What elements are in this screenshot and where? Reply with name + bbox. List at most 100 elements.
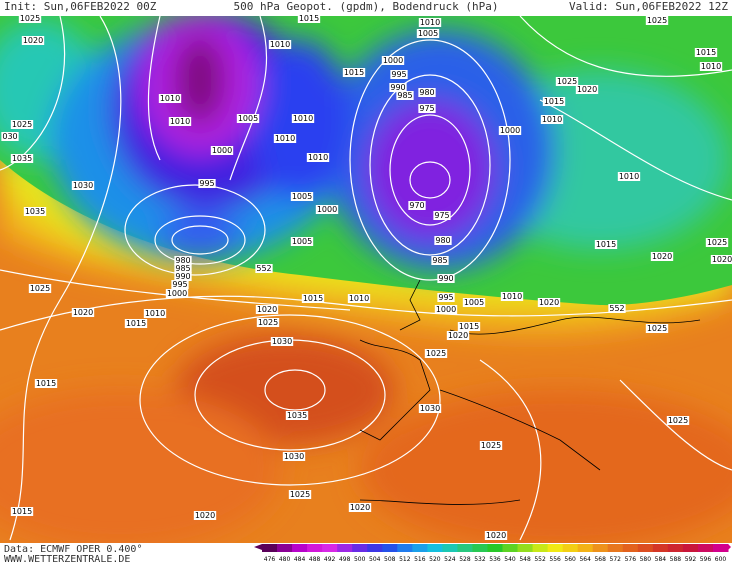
- isobar-label-bg: [408, 201, 426, 210]
- isobar-label-bg: [28, 284, 52, 293]
- isobar-label-bg: [433, 211, 451, 220]
- colorbar-swatch: [652, 544, 669, 552]
- isobar-label-bg: [236, 114, 260, 123]
- isobar-label-bg: [710, 255, 732, 264]
- colorbar-label: 484: [294, 556, 306, 563]
- isobar-label-bg: [396, 91, 414, 100]
- valid-label: Valid: Sun,06FEB2022 12Z: [569, 0, 728, 13]
- isobar-label: 1020: [486, 531, 506, 540]
- colorbar-swatch: [337, 544, 353, 552]
- isobar-label: 1025: [668, 416, 688, 425]
- isobar-label-bg: [389, 83, 407, 92]
- isobar-label: 1020: [23, 36, 43, 45]
- isobar-label: 1005: [238, 114, 258, 123]
- field: [0, 16, 732, 543]
- colorbar-label: 492: [324, 556, 336, 563]
- isobar-label-bg: [434, 305, 458, 314]
- isobar-label: 1025: [290, 490, 310, 499]
- colorbar-swatch: [712, 544, 729, 552]
- isobar-label: 980: [419, 88, 434, 97]
- isobar-label: 1015: [303, 294, 323, 303]
- isobar-label: 030: [2, 132, 17, 141]
- coastlines: [359, 279, 701, 505]
- isobar-label-bg: [174, 272, 192, 281]
- isobar-label: 1020: [195, 511, 215, 520]
- isobar-label-bg: [10, 507, 34, 516]
- isobar-label: 1015: [36, 379, 56, 388]
- isobar-label: 1015: [459, 322, 479, 331]
- isobar-label-bg: [301, 294, 325, 303]
- colorbar-label: 540: [504, 556, 516, 563]
- isobar-label-bg: [71, 308, 95, 317]
- isobar-label: 995: [438, 293, 453, 302]
- colorbar-label: 524: [444, 556, 456, 563]
- isobar-label: 1015: [12, 507, 32, 516]
- isobar-label: 1010: [275, 134, 295, 143]
- isobar-label-bg: [158, 94, 182, 103]
- isobar-label: 1025: [258, 318, 278, 327]
- isobar-label-bg: [270, 337, 294, 346]
- isobar-label-bg: [285, 411, 309, 420]
- isobar-label: 1020: [712, 255, 732, 264]
- colorbar-swatch: [697, 544, 714, 552]
- isobar-label-bg: [255, 305, 279, 314]
- isobar-label-bg: [198, 179, 216, 188]
- isobar-label-bg: [174, 264, 192, 273]
- colorbar-swatch: [397, 544, 413, 552]
- colorbar-swatch: [667, 544, 684, 552]
- isobar-label-bg: [542, 97, 566, 106]
- isobar-label: 990: [390, 83, 405, 92]
- colorbar-swatch: [262, 544, 278, 552]
- isobar-label: 995: [391, 70, 406, 79]
- colorbar-label: 564: [579, 556, 591, 563]
- isobar-label-bg: [705, 238, 729, 247]
- isobar-label-bg: [431, 256, 449, 265]
- isobar-label: 1035: [25, 207, 45, 216]
- colorbar: 476 480 484 488 492 498 500 504 508 512 516 520 524 5…: [254, 544, 731, 563]
- isobar-label: 1010: [293, 114, 313, 123]
- isobar-label: 1025: [20, 14, 40, 23]
- colorbar-label: 556: [549, 556, 561, 563]
- isobar-label: 1015: [544, 97, 564, 106]
- isobar-label-bg: [645, 324, 669, 333]
- isobar-label: 1025: [30, 284, 50, 293]
- isobar-label-bg: [555, 77, 579, 86]
- isobar-label: 1000: [500, 126, 520, 135]
- isobar-label: 1020: [448, 331, 468, 340]
- isobar-label-bg: [479, 441, 503, 450]
- isobar-label: 1010: [160, 94, 180, 103]
- isobar-label-bg: [418, 404, 442, 413]
- isobar-label: 1015: [344, 68, 364, 77]
- isobar-label-bg: [390, 70, 408, 79]
- isobar-label-bg: [540, 115, 564, 124]
- isobar-label-bg: [306, 153, 330, 162]
- isobar-label-bg: [462, 298, 486, 307]
- isobar-label-bg: [537, 298, 561, 307]
- isobar-label-bg: [124, 319, 148, 328]
- isobar-label: 1025: [647, 16, 667, 25]
- isobar-label-bg: [342, 68, 366, 77]
- colorbar-label: 480: [279, 556, 291, 563]
- colorbar-label: 600: [715, 556, 727, 563]
- colorbar-label: 520: [429, 556, 441, 563]
- isobar-label-bg: [650, 252, 674, 261]
- isobar-label-bg: [21, 36, 45, 45]
- colorbar-arrow-left: [254, 544, 262, 550]
- isobar-label-bg: [1, 132, 19, 141]
- isobar-label-bg: [268, 40, 292, 49]
- isobar-label: 1025: [647, 324, 667, 333]
- isobar-label: 1020: [73, 308, 93, 317]
- colorbar-swatch: [577, 544, 594, 552]
- colorbar-swatch: [307, 544, 323, 552]
- isobar-label-bg: [291, 114, 315, 123]
- isobar-label: 1005: [418, 29, 438, 38]
- isobar-label-bg: [446, 331, 470, 340]
- isobar-label-bg: [575, 85, 599, 94]
- colorbar-swatch: [502, 544, 519, 552]
- isobar-label-bg: [498, 126, 522, 135]
- isobar-label-bg: [288, 490, 312, 499]
- isobar-label-bg: [500, 292, 524, 301]
- colorbar-label: 560: [564, 556, 576, 563]
- colorbar-swatch: [547, 544, 564, 552]
